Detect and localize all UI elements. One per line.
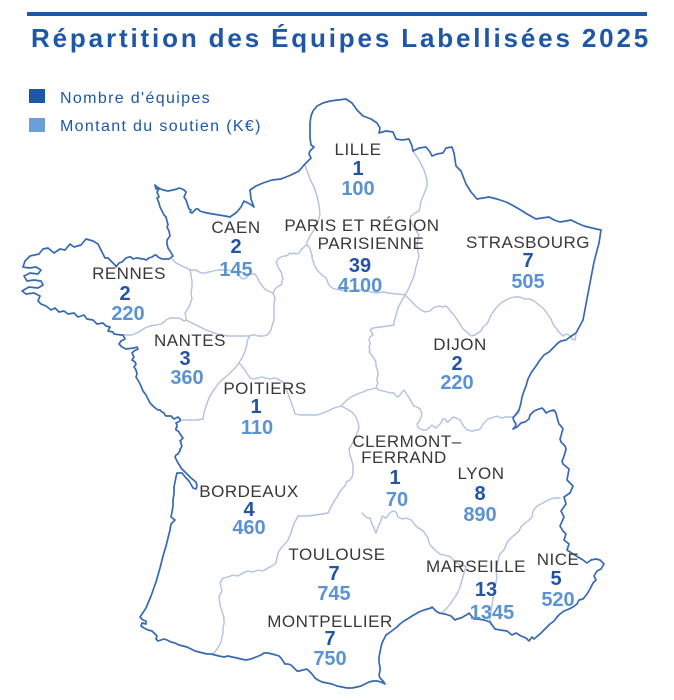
svg-text:4: 4 (243, 499, 255, 521)
svg-text:8: 8 (474, 483, 485, 505)
svg-text:MARSEILLE: MARSEILLE (426, 557, 526, 576)
svg-text:POITIERS: POITIERS (223, 379, 306, 398)
svg-text:PARISIENNE: PARISIENNE (318, 234, 425, 253)
svg-text:145: 145 (219, 259, 252, 281)
svg-text:3: 3 (179, 348, 190, 370)
svg-text:LYON: LYON (457, 464, 504, 483)
svg-text:2: 2 (230, 236, 241, 258)
svg-text:4100: 4100 (338, 275, 383, 297)
svg-text:39: 39 (349, 255, 371, 277)
svg-text:2: 2 (119, 283, 130, 305)
svg-text:220: 220 (111, 303, 144, 325)
svg-text:890: 890 (463, 504, 496, 526)
svg-text:220: 220 (440, 372, 473, 394)
svg-text:BORDEAUX: BORDEAUX (199, 482, 298, 501)
svg-text:7: 7 (328, 563, 339, 585)
svg-text:5: 5 (550, 568, 561, 590)
svg-text:360: 360 (170, 367, 203, 389)
svg-text:750: 750 (313, 648, 346, 670)
svg-text:1: 1 (352, 158, 363, 180)
svg-text:PARIS ET RÉGION: PARIS ET RÉGION (284, 216, 439, 235)
svg-text:110: 110 (241, 417, 273, 439)
svg-text:CAEN: CAEN (211, 218, 260, 237)
svg-text:100: 100 (341, 178, 374, 200)
svg-text:FERRAND: FERRAND (361, 448, 447, 467)
svg-text:505: 505 (511, 271, 544, 293)
svg-text:460: 460 (232, 517, 265, 539)
svg-text:2: 2 (451, 353, 462, 375)
svg-text:520: 520 (541, 589, 574, 611)
svg-text:1: 1 (250, 396, 261, 418)
svg-text:RENNES: RENNES (92, 264, 166, 283)
svg-text:745: 745 (317, 583, 350, 605)
svg-text:NANTES: NANTES (154, 331, 226, 350)
svg-text:1345: 1345 (470, 602, 515, 624)
svg-text:STRASBOURG: STRASBOURG (466, 233, 590, 252)
svg-text:13: 13 (475, 579, 497, 601)
svg-text:70: 70 (386, 489, 408, 511)
svg-text:DIJON: DIJON (433, 335, 487, 354)
svg-text:TOULOUSE: TOULOUSE (288, 545, 385, 564)
svg-text:1: 1 (389, 467, 400, 489)
svg-text:CLERMONT–: CLERMONT– (352, 432, 461, 451)
svg-text:LILLE: LILLE (335, 140, 382, 159)
svg-text:7: 7 (324, 628, 335, 650)
svg-text:7: 7 (522, 250, 533, 272)
svg-text:MONTPELLIER: MONTPELLIER (267, 612, 392, 631)
svg-text:NICE: NICE (537, 550, 580, 569)
